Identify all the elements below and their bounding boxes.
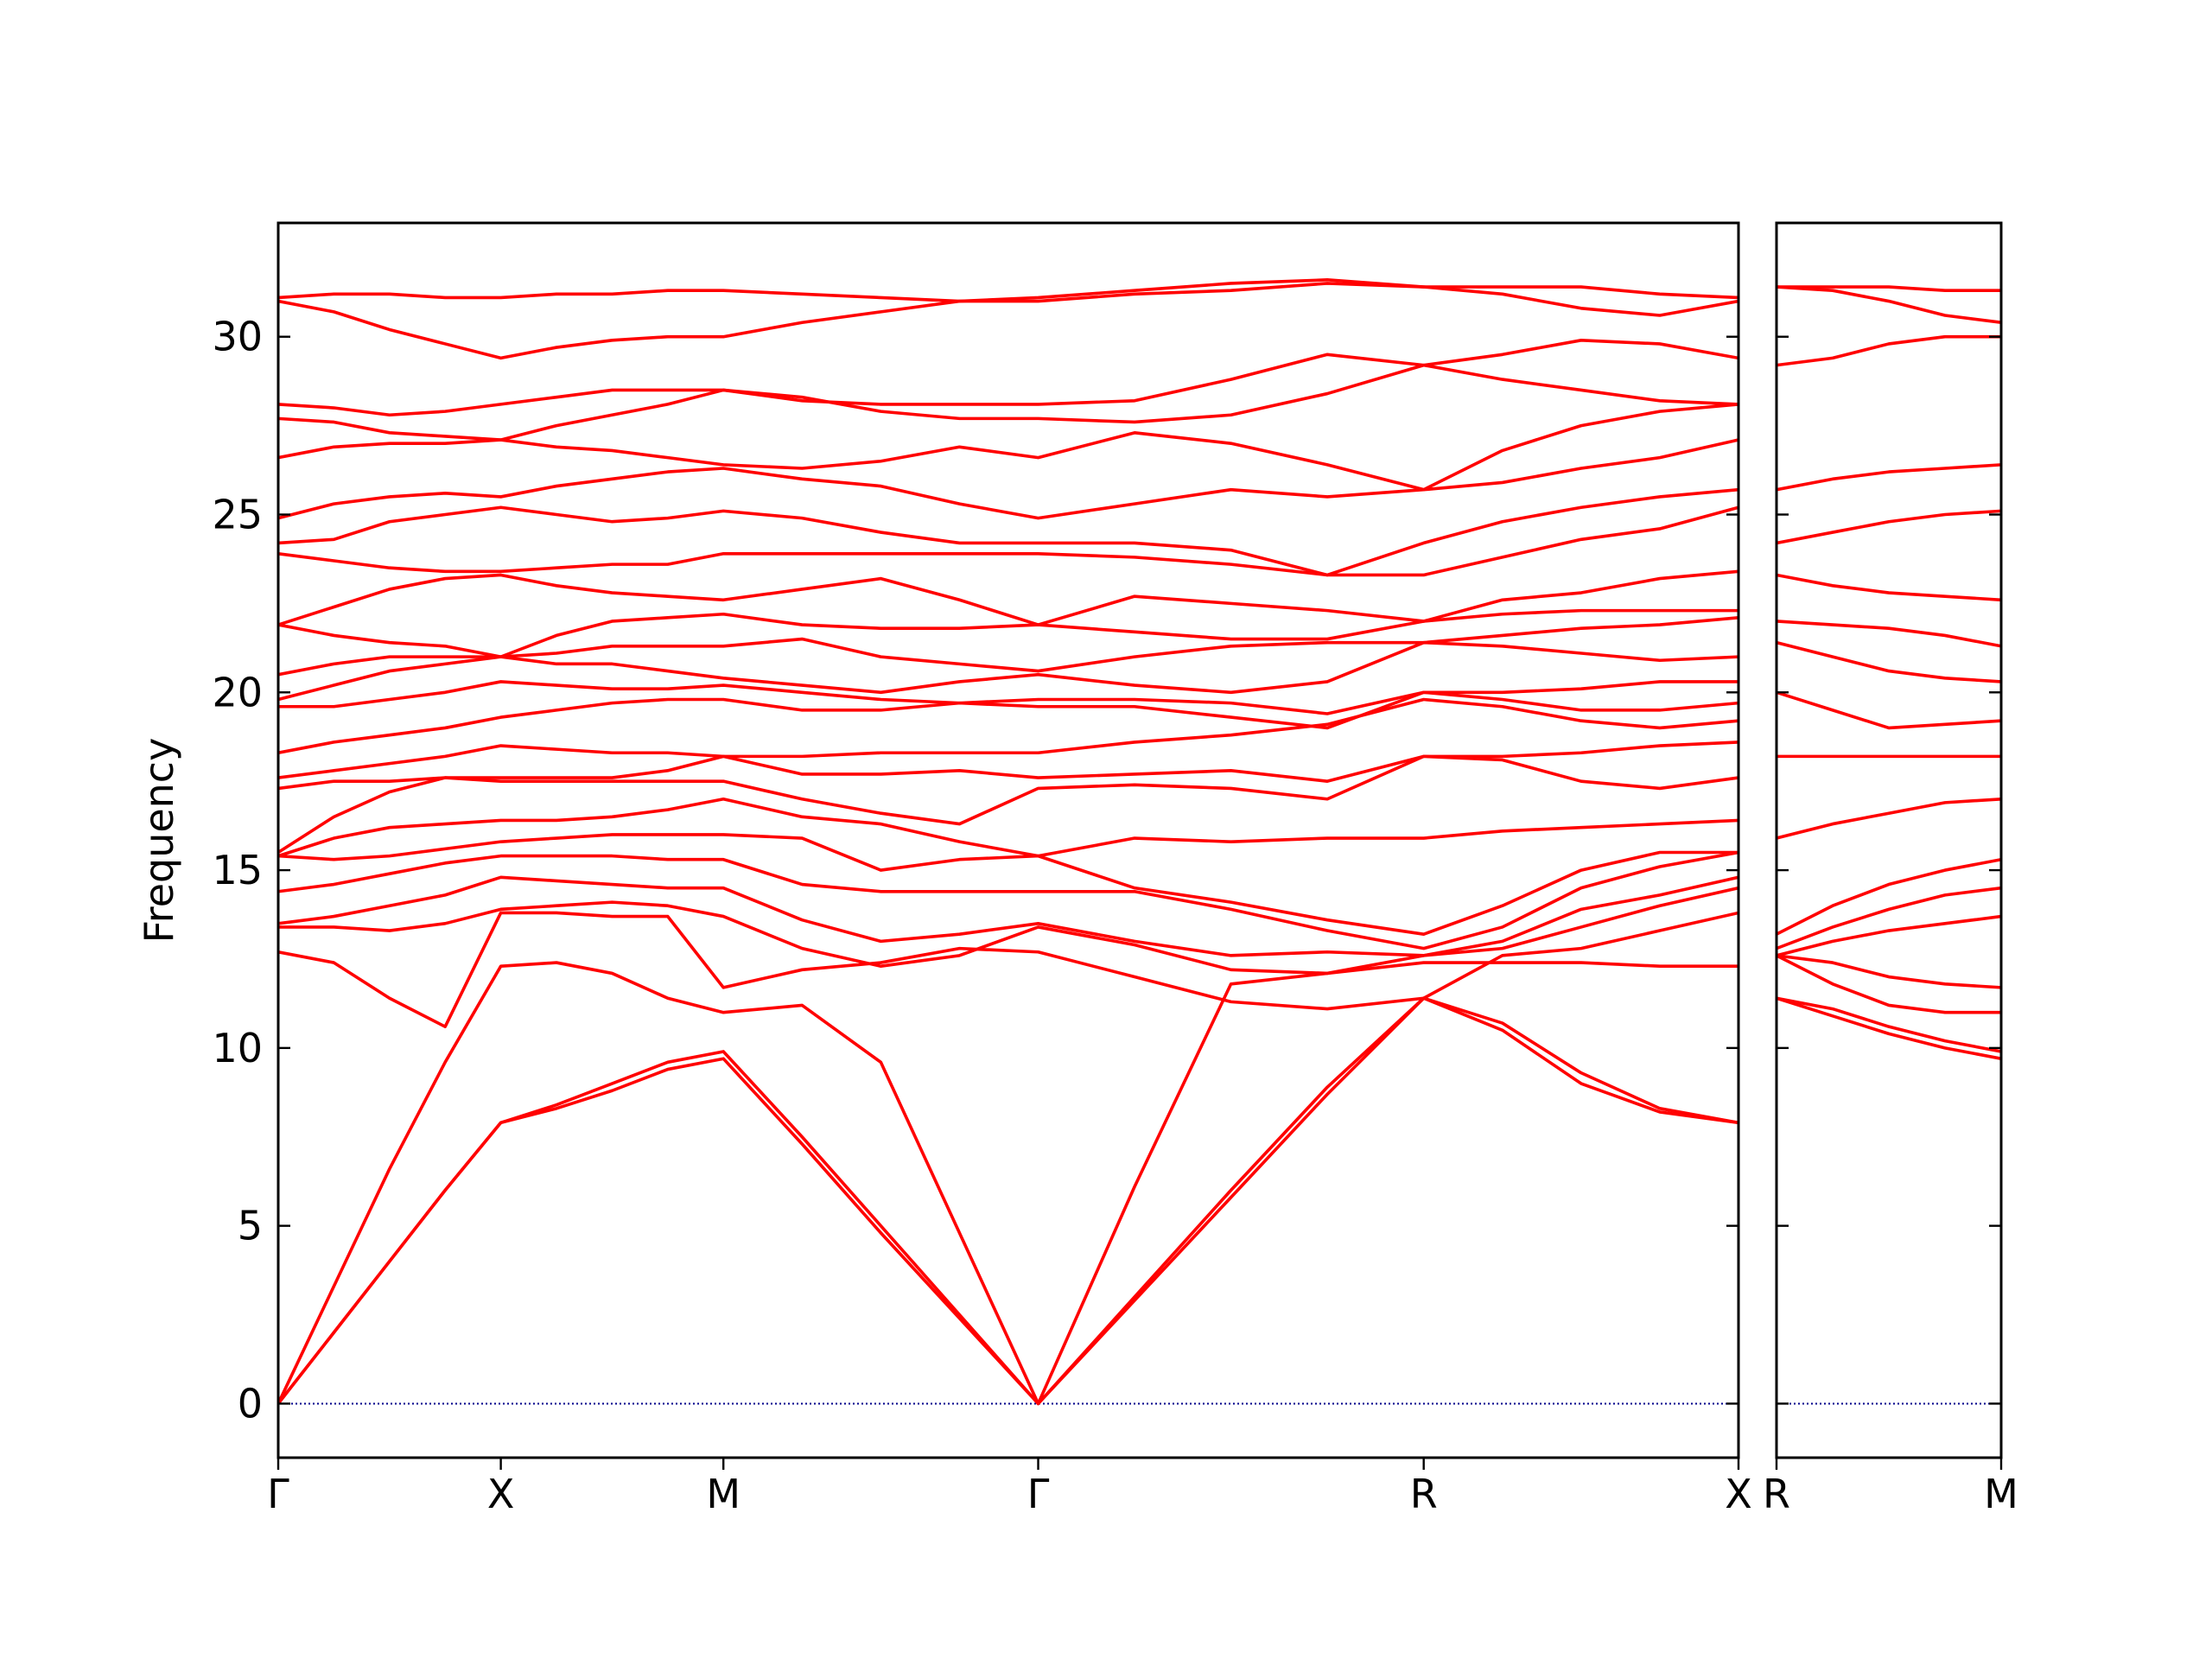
band-line — [278, 996, 1738, 1406]
band-line — [1777, 509, 2001, 545]
band-line — [278, 850, 1738, 950]
x-tick-label: R — [1763, 1471, 1790, 1517]
x-tick-label: M — [1984, 1471, 2018, 1517]
band-line — [278, 282, 1738, 360]
band-line — [278, 569, 1738, 626]
axes-frame — [1775, 221, 2003, 1459]
y-tick-label: 10 — [212, 1025, 263, 1071]
x-tick-label: R — [1410, 1471, 1438, 1517]
band-line — [1777, 914, 2001, 957]
band-line — [1777, 573, 2001, 602]
band-line — [278, 690, 1738, 755]
x-tick-label: Γ — [1027, 1471, 1050, 1517]
band-line — [1777, 620, 2001, 648]
band-line — [278, 363, 1738, 442]
y-axis-label: Frequency — [136, 738, 182, 944]
band-line — [278, 697, 1738, 779]
band-line — [1777, 886, 2001, 950]
band-line — [278, 996, 1738, 1406]
y-tick-label: 30 — [212, 314, 263, 360]
band-line — [278, 911, 1738, 1028]
band-line — [278, 797, 1738, 858]
band-line — [1777, 996, 2001, 1053]
band-line — [278, 833, 1738, 936]
x-tick-label: Γ — [267, 1471, 289, 1517]
band-line — [278, 886, 1738, 976]
band-line — [1777, 954, 2001, 1014]
band-line — [278, 754, 1738, 855]
x-tick-label: M — [706, 1471, 741, 1517]
band-line — [1777, 857, 2001, 936]
band-line — [278, 608, 1738, 658]
y-tick-label: 0 — [238, 1380, 263, 1427]
panel: 0 5 10 15 20 25 30 Γ X M Γ R X Frequency — [136, 221, 1752, 1517]
y-tick-label: 5 — [238, 1203, 263, 1249]
band-line — [1777, 996, 2001, 1060]
y-tick-label: 15 — [212, 847, 263, 893]
y-tick-label: 25 — [212, 491, 263, 537]
band-line — [1777, 690, 2001, 730]
band-line — [1777, 285, 2001, 325]
axes-frame — [276, 221, 1740, 1459]
x-tick-label: X — [1725, 1471, 1752, 1517]
band-line — [278, 741, 1738, 791]
band-line — [278, 505, 1738, 577]
band-line — [1777, 954, 2001, 989]
band-line — [1777, 797, 2001, 840]
band-line — [1777, 334, 2001, 367]
band-line — [278, 616, 1738, 677]
band-line — [1777, 640, 2001, 683]
band-line — [278, 875, 1738, 957]
band-line — [1777, 285, 2001, 292]
y-tick-label: 20 — [212, 669, 263, 715]
band-line — [278, 680, 1738, 715]
band-line — [278, 438, 1738, 520]
band-line — [278, 278, 1738, 303]
x-tick-label: X — [487, 1471, 515, 1517]
band-line — [278, 961, 1738, 1406]
band-line — [1777, 463, 2001, 492]
band-line — [278, 487, 1738, 577]
band-line — [278, 403, 1738, 492]
band-line — [278, 640, 1738, 702]
band-line — [278, 339, 1738, 417]
